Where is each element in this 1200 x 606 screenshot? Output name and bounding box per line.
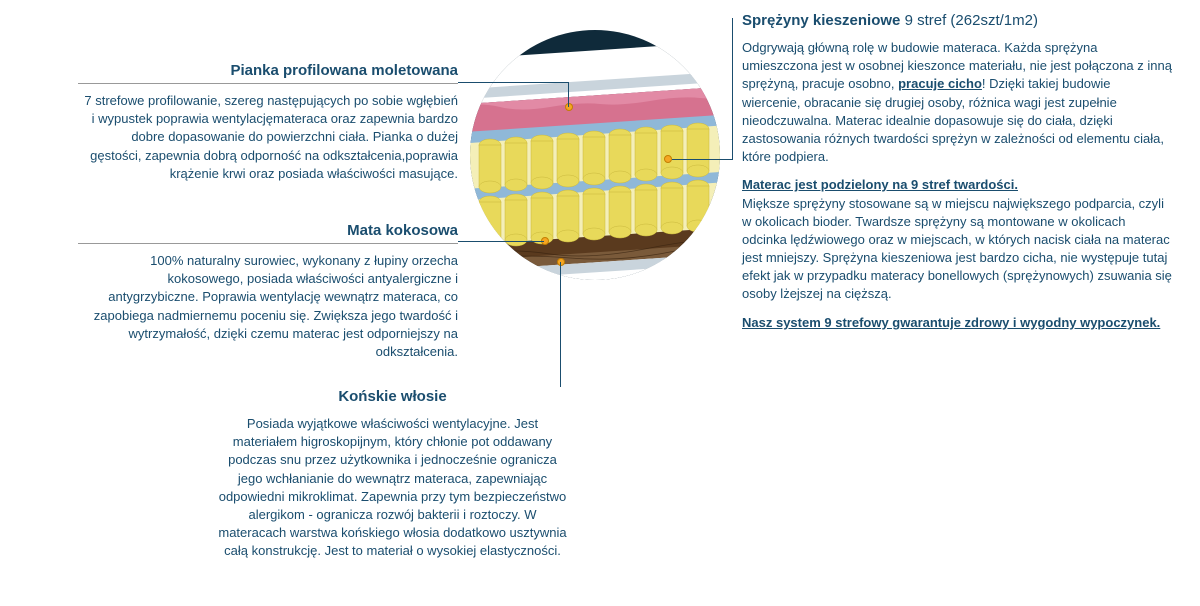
mattress-diagram (470, 30, 720, 280)
foam-body: 7 strefowe profilowanie, szereg następuj… (78, 92, 458, 183)
horsehair-title: Końskie włosie (215, 388, 570, 407)
dot-horsehair (557, 258, 565, 266)
line-coconut-h (458, 241, 544, 242)
line-horsehair-v (560, 262, 561, 387)
springs-p2-head: Materac jest podzielony na 9 stref tward… (742, 177, 1018, 192)
horsehair-body: Posiada wyjątkowe właściwości wentylacyj… (215, 415, 570, 561)
springs-body: Odgrywają główną rolę w budowie materaca… (742, 39, 1172, 332)
springs-title: Sprężyny kieszeniowe 9 stref (262szt/1m2… (742, 12, 1172, 33)
diagram-svg (470, 30, 720, 280)
springs-p1b: pracuje cicho (898, 76, 982, 91)
horsehair-section: Końskie włosie Posiada wyjątkowe właściw… (215, 388, 570, 561)
springs-p1: Odgrywają główną rolę w budowie materaca… (742, 39, 1172, 166)
foam-section: Pianka profilowana moletowana 7 strefowe… (78, 62, 458, 183)
line-springs-h (672, 159, 733, 160)
dot-foam (565, 103, 573, 111)
springs-p2-body: Miększe sprężyny stosowane są w miejscu … (742, 196, 1172, 302)
coconut-body: 100% naturalny surowiec, wykonany z łupi… (78, 252, 458, 361)
springs-p3: Nasz system 9 strefowy gwarantuje zdrowy… (742, 314, 1172, 332)
line-foam-v (568, 82, 569, 107)
coconut-title: Mata kokosowa (78, 222, 458, 244)
line-springs-v (732, 18, 733, 159)
dot-springs (664, 155, 672, 163)
springs-title-light: 9 stref (262szt/1m2) (900, 12, 1038, 29)
coconut-section: Mata kokosowa 100% naturalny surowiec, w… (78, 222, 458, 361)
springs-p2: Materac jest podzielony na 9 stref tward… (742, 176, 1172, 303)
foam-title: Pianka profilowana moletowana (78, 62, 458, 84)
springs-title-bold: Sprężyny kieszeniowe (742, 12, 900, 29)
springs-section: Sprężyny kieszeniowe 9 stref (262szt/1m2… (742, 12, 1172, 342)
line-foam-h (458, 82, 568, 83)
